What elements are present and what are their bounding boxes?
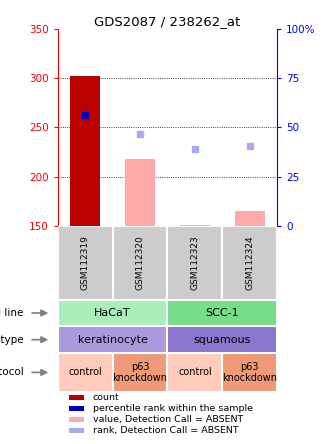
Text: GSM112324: GSM112324 [245,235,254,290]
Text: GSM112320: GSM112320 [136,235,145,290]
Text: rank, Detection Call = ABSENT: rank, Detection Call = ABSENT [93,426,239,435]
Bar [58,326,168,353]
Text: p63
knockdown: p63 knockdown [113,361,168,383]
Title: GDS2087 / 238262_at: GDS2087 / 238262_at [94,15,241,28]
Text: HaCaT: HaCaT [94,308,131,318]
Bar [222,226,277,300]
Bar [168,353,222,392]
Text: cell type: cell type [0,335,24,345]
Bar [168,226,222,300]
Bar [235,211,265,226]
Bar [70,76,100,226]
Text: squamous: squamous [194,335,251,345]
Bar [58,353,113,392]
Text: percentile rank within the sample: percentile rank within the sample [93,404,253,413]
Text: control: control [178,367,212,377]
Bar [69,428,84,433]
Text: value, Detection Call = ABSENT: value, Detection Call = ABSENT [93,415,243,424]
Bar [222,353,277,392]
Text: control: control [68,367,102,377]
Text: cell line: cell line [0,308,24,318]
Bar [113,353,168,392]
Bar [58,226,113,300]
Text: keratinocyte: keratinocyte [78,335,148,345]
Text: p63
knockdown: p63 knockdown [222,361,277,383]
Bar [125,159,155,226]
Text: count: count [93,393,119,402]
Bar [168,326,277,353]
Bar [58,300,168,326]
Bar [180,225,210,226]
Bar [69,417,84,422]
Bar [69,395,84,400]
Text: GSM112323: GSM112323 [190,235,199,290]
Bar [168,300,277,326]
Text: SCC-1: SCC-1 [206,308,239,318]
Bar [113,226,168,300]
Text: protocol: protocol [0,367,24,377]
Bar [69,406,84,411]
Text: GSM112319: GSM112319 [81,235,90,290]
